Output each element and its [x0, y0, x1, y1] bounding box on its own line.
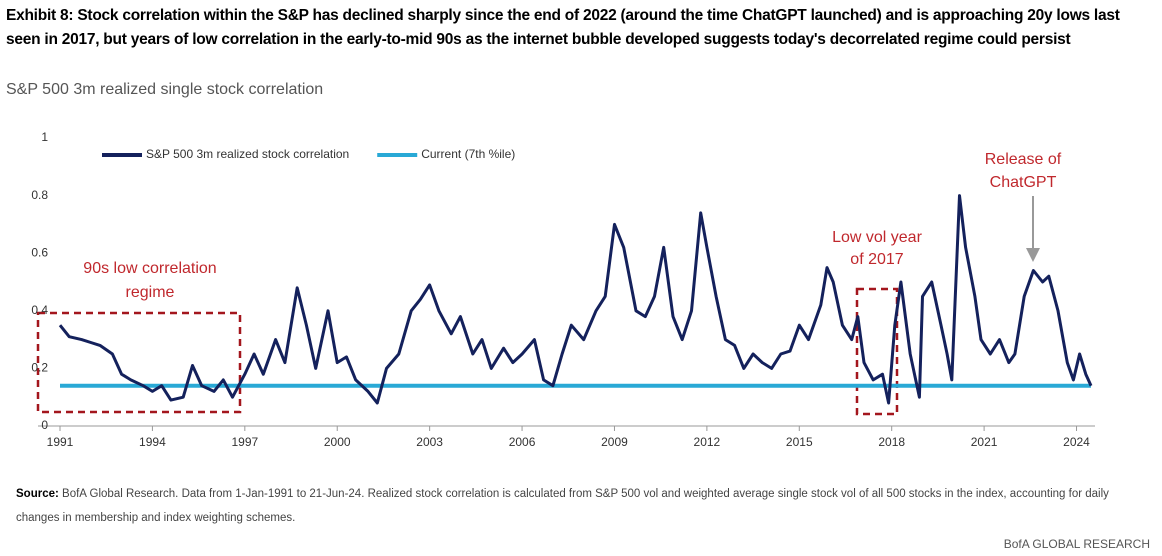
annotation: regime — [126, 284, 175, 301]
y-tick-label: 0 — [41, 418, 48, 432]
y-tick-label: 0.2 — [31, 361, 48, 375]
series-line — [58, 194, 1093, 405]
y-tick-label: 0.8 — [31, 188, 48, 202]
regime-box — [36, 311, 242, 414]
x-tick-label: 1994 — [139, 435, 166, 449]
y-tick-label: 1 — [41, 130, 48, 144]
low-vol-box — [855, 287, 899, 416]
arrow — [1026, 196, 1040, 262]
x-tick-label: 2018 — [878, 435, 905, 449]
x-tick-label: 2003 — [416, 435, 443, 449]
x-tick-label: 2024 — [1063, 435, 1090, 449]
x-tick-label: 1991 — [47, 435, 74, 449]
footer: BofA GLOBAL RESEARCH — [1003, 537, 1150, 551]
x-tick-label: 2009 — [601, 435, 628, 449]
x-tick-label: 1997 — [231, 435, 258, 449]
x-tick-label: 2000 — [324, 435, 351, 449]
x-tick-label: 2015 — [786, 435, 813, 449]
chart-title: Exhibit 8: Stock correlation within the … — [6, 7, 1120, 48]
source-label: Source: — [16, 488, 59, 500]
annotation: Low vol year — [832, 229, 922, 246]
source-note: Source: BofA Global Research. Data from … — [16, 482, 1146, 530]
annotation: ChatGPT — [990, 174, 1057, 191]
annotation: of 2017 — [850, 251, 903, 268]
x-tick-label: 2006 — [509, 435, 536, 449]
legend-label: Current (7th %ile) — [421, 147, 515, 161]
y-tick-label: 0.4 — [31, 303, 48, 317]
x-tick-label: 2021 — [971, 435, 998, 449]
source-text: BofA Global Research. Data from 1-Jan-19… — [16, 488, 1109, 524]
chart-subtitle: S&P 500 3m realized single stock correla… — [6, 81, 324, 98]
annotation-boxes — [36, 287, 899, 416]
annotation: Release of — [985, 151, 1062, 168]
arrow-head — [1026, 248, 1040, 262]
y-tick-label: 0.6 — [31, 245, 48, 259]
x-tick-label: 2012 — [694, 435, 721, 449]
annotation: 90s low correlation — [83, 260, 216, 277]
legend-label: S&P 500 3m realized stock correlation — [146, 147, 349, 161]
